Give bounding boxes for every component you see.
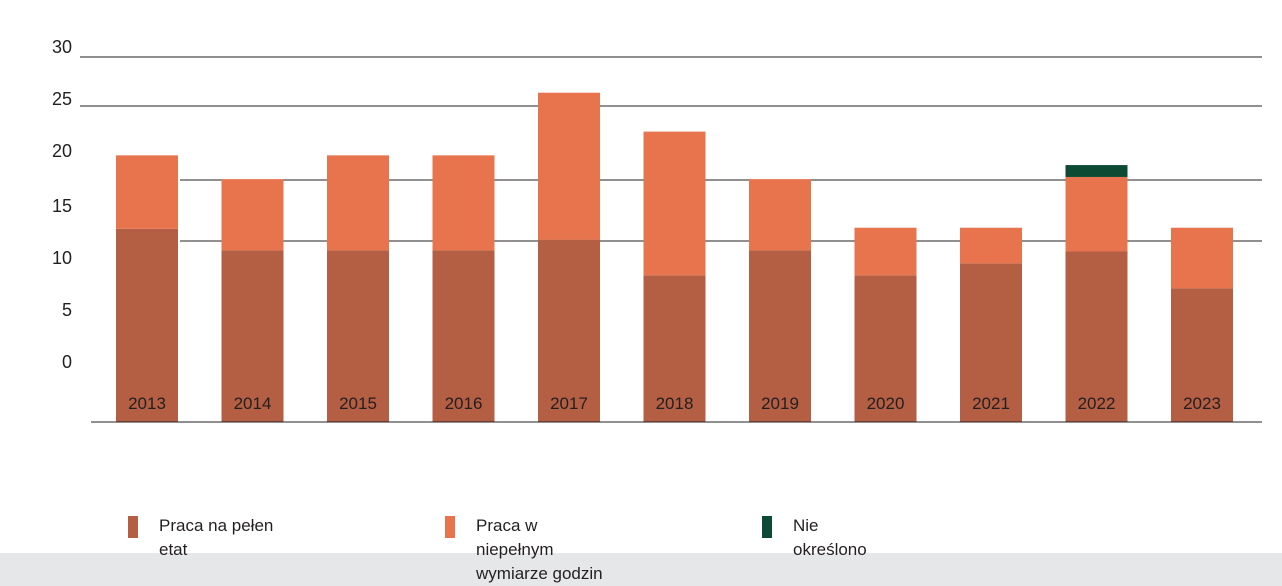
legend-label-full-time: Praca na pełen etat — [159, 516, 274, 559]
bar-2023-series-1 — [1171, 227, 1233, 289]
bar-2022-series-0 — [1065, 251, 1128, 422]
bar-2019-series-0 — [749, 250, 811, 422]
x-category-2018: 2018 — [656, 394, 694, 413]
x-category-2021: 2021 — [972, 394, 1010, 413]
bar-2022-series-2 — [1065, 165, 1128, 177]
x-category-2022: 2022 — [1078, 394, 1116, 413]
bar-2023-series-0 — [1171, 288, 1233, 422]
bar-2017-series-0 — [538, 239, 600, 422]
bar-2018-series-0 — [643, 275, 706, 422]
legend-item-full-time: Praca na pełen etat — [128, 514, 273, 562]
bar-2015-series-1 — [327, 155, 389, 251]
y-tick-30: 30 — [52, 37, 72, 57]
bar-2016-series-0 — [432, 250, 495, 422]
y-tick-0: 0 — [62, 352, 72, 372]
y-tick-15: 15 — [52, 196, 72, 216]
legend-label-part-time: Praca w niepełnym wymiarze godzin — [476, 516, 603, 583]
legend-label-unspecified: Nie określono — [793, 516, 867, 559]
bar-2014-series-1 — [221, 179, 284, 251]
bar-2013-series-1 — [116, 155, 178, 229]
bar-2018-series-1 — [643, 131, 706, 276]
legend-item-unspecified: Nie określono — [762, 514, 867, 562]
bar-2014-series-0 — [221, 250, 284, 422]
x-category-2017: 2017 — [550, 394, 588, 413]
bar-2013-series-0 — [116, 228, 178, 422]
bar-2019-series-1 — [749, 179, 811, 251]
bar-2017-series-1 — [538, 92, 600, 240]
legend-item-part-time: Praca w niepełnym wymiarze godzin — [445, 514, 603, 586]
bar-2020-series-0 — [854, 275, 917, 422]
bar-2021-series-1 — [960, 227, 1022, 264]
x-category-2013: 2013 — [128, 394, 166, 413]
bar-2022-series-1 — [1065, 176, 1128, 252]
x-category-2020: 2020 — [867, 394, 905, 413]
y-tick-20: 20 — [52, 141, 72, 161]
x-category-2015: 2015 — [339, 394, 377, 413]
y-tick-5: 5 — [62, 300, 72, 320]
legend-swatch-unspecified — [762, 516, 772, 538]
x-category-2014: 2014 — [234, 394, 272, 413]
legend-swatch-part-time — [445, 516, 455, 538]
bar-2015-series-0 — [327, 250, 389, 422]
legend-swatch-full-time — [128, 516, 138, 538]
x-category-2019: 2019 — [761, 394, 799, 413]
y-axis-ticks: 0 5 10 15 20 25 30 — [52, 37, 72, 372]
y-tick-10: 10 — [52, 248, 72, 268]
x-category-2023: 2023 — [1183, 394, 1221, 413]
bar-2021-series-0 — [960, 263, 1022, 422]
bar-2016-series-1 — [432, 155, 495, 251]
x-axis-categories: 2013 2014 2015 2016 2017 2018 2019 2020 2021 2022… — [128, 394, 1221, 413]
bars — [116, 92, 1233, 422]
bar-2020-series-1 — [854, 227, 917, 276]
y-tick-25: 25 — [52, 89, 72, 109]
x-category-2016: 2016 — [445, 394, 483, 413]
